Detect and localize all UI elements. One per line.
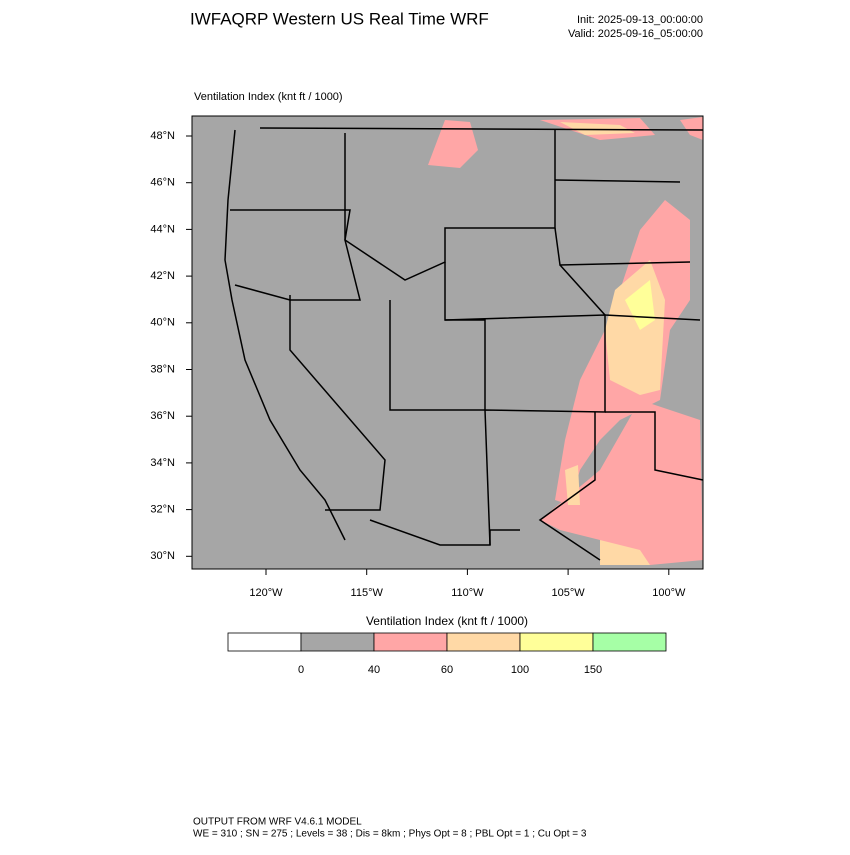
colorbar-label: 100	[511, 664, 529, 676]
lat-label: 30°N	[150, 550, 175, 562]
colorbar-box	[300, 632, 375, 652]
map	[191, 115, 704, 570]
lon-label: 110°W	[451, 587, 484, 599]
lat-label: 42°N	[150, 270, 175, 282]
colorbar-box	[592, 632, 667, 652]
footer-line: WE = 310 ; SN = 275 ; Levels = 38 ; Dis …	[193, 829, 587, 840]
lat-label: 32°N	[150, 504, 175, 516]
lon-label: 115°W	[351, 587, 384, 599]
lon-labels: 120°W 115°W 110°W 105°W 100°W	[249, 569, 686, 599]
lat-label: 44°N	[150, 223, 175, 235]
colorbar-label: 60	[441, 664, 453, 676]
lat-label: 36°N	[150, 410, 175, 422]
higher-areas	[560, 122, 665, 565]
lat-labels: 48°N 46°N 44°N 42°N 40°N 38°N 36°N 34°N 32°N 30°N	[150, 130, 192, 562]
init-time: Init: 2025-09-13_00:00:00	[577, 14, 703, 26]
colorbar-label: 150	[584, 664, 602, 676]
map-frame	[191, 115, 704, 570]
boundaries	[224, 127, 704, 561]
footer-line: OUTPUT FROM WRF V4.6.1 MODEL	[193, 817, 362, 828]
map-subtitle: Ventilation Index (knt ft / 1000)	[194, 91, 343, 103]
colorbar-box	[446, 632, 521, 652]
colorbar-label: 0	[298, 664, 304, 676]
lat-label: 38°N	[150, 363, 175, 375]
colorbar-box	[519, 632, 594, 652]
valid-time: Valid: 2025-09-16_05:00:00	[568, 28, 703, 40]
colorbar-box	[227, 632, 302, 652]
colorbar: 0 40 60 100 150	[227, 632, 667, 676]
lat-label: 46°N	[150, 177, 175, 189]
lat-label: 48°N	[150, 130, 175, 142]
colorbar-title: Ventilation Index (knt ft / 1000)	[366, 614, 528, 628]
lat-label: 40°N	[150, 317, 175, 329]
lon-label: 120°W	[249, 587, 283, 599]
title: IWFAQRP Western US Real Time WRF	[190, 9, 489, 28]
lon-label: 100°W	[652, 587, 686, 599]
lat-label: 34°N	[150, 457, 175, 469]
lon-label: 105°W	[552, 587, 586, 599]
colorbar-label: 40	[368, 664, 380, 676]
colorbar-box	[373, 632, 448, 652]
